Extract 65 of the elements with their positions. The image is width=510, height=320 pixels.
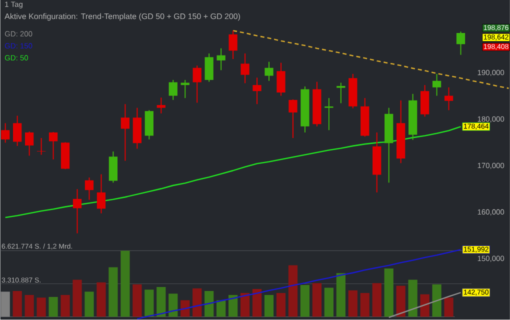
bar bbox=[72, 280, 82, 317]
bar bbox=[228, 295, 238, 317]
candlestick bbox=[324, 98, 334, 131]
bar bbox=[24, 295, 34, 317]
candlestick bbox=[276, 62, 286, 96]
bar bbox=[288, 265, 298, 317]
bar bbox=[0, 292, 10, 317]
candlestick bbox=[96, 174, 106, 214]
candlestick bbox=[432, 74, 442, 96]
bar bbox=[324, 288, 334, 317]
candlestick bbox=[216, 48, 226, 71]
bar bbox=[48, 297, 58, 317]
candlestick bbox=[156, 97, 166, 114]
bar bbox=[372, 283, 382, 317]
bar bbox=[144, 290, 154, 317]
candlestick bbox=[72, 188, 82, 234]
candlestick bbox=[24, 131, 34, 156]
bar bbox=[216, 300, 226, 317]
candlestick bbox=[84, 177, 94, 200]
bar bbox=[336, 273, 346, 317]
bar bbox=[180, 300, 190, 317]
candlestick bbox=[13, 115, 22, 147]
bar bbox=[108, 267, 118, 317]
bar bbox=[204, 291, 214, 317]
bar bbox=[396, 286, 406, 317]
bar bbox=[96, 282, 106, 317]
candlestick bbox=[168, 80, 178, 101]
bar bbox=[132, 284, 142, 317]
candlestick bbox=[456, 31, 466, 56]
bar bbox=[156, 287, 166, 317]
candlestick bbox=[444, 87, 454, 111]
candlestick bbox=[120, 104, 130, 162]
candlestick bbox=[264, 61, 274, 82]
bar bbox=[420, 294, 430, 317]
candlestick bbox=[1, 122, 10, 144]
bar bbox=[12, 291, 22, 317]
bar bbox=[444, 298, 454, 317]
bar bbox=[252, 289, 262, 317]
candlestick bbox=[204, 53, 214, 82]
candlestick bbox=[288, 99, 298, 139]
bar bbox=[384, 268, 394, 317]
bar bbox=[60, 295, 70, 317]
bar bbox=[360, 293, 370, 317]
bar bbox=[348, 290, 358, 317]
bar bbox=[192, 288, 202, 317]
bar bbox=[276, 293, 286, 317]
candlestick bbox=[420, 84, 430, 118]
bar bbox=[36, 298, 46, 317]
candlestick bbox=[36, 138, 46, 156]
candlestick bbox=[336, 82, 346, 104]
bar bbox=[408, 280, 418, 317]
candlestick bbox=[192, 65, 202, 104]
candlestick bbox=[252, 77, 262, 105]
candlestick bbox=[240, 53, 250, 84]
candlestick bbox=[180, 80, 190, 99]
bar bbox=[240, 293, 250, 317]
candlestick bbox=[228, 30, 238, 60]
bar bbox=[168, 294, 178, 317]
bar bbox=[84, 292, 94, 317]
candlestick bbox=[48, 132, 58, 160]
bar bbox=[300, 285, 310, 317]
bar bbox=[120, 250, 130, 317]
bar bbox=[312, 283, 322, 317]
bar bbox=[264, 295, 274, 317]
bar bbox=[432, 284, 442, 317]
